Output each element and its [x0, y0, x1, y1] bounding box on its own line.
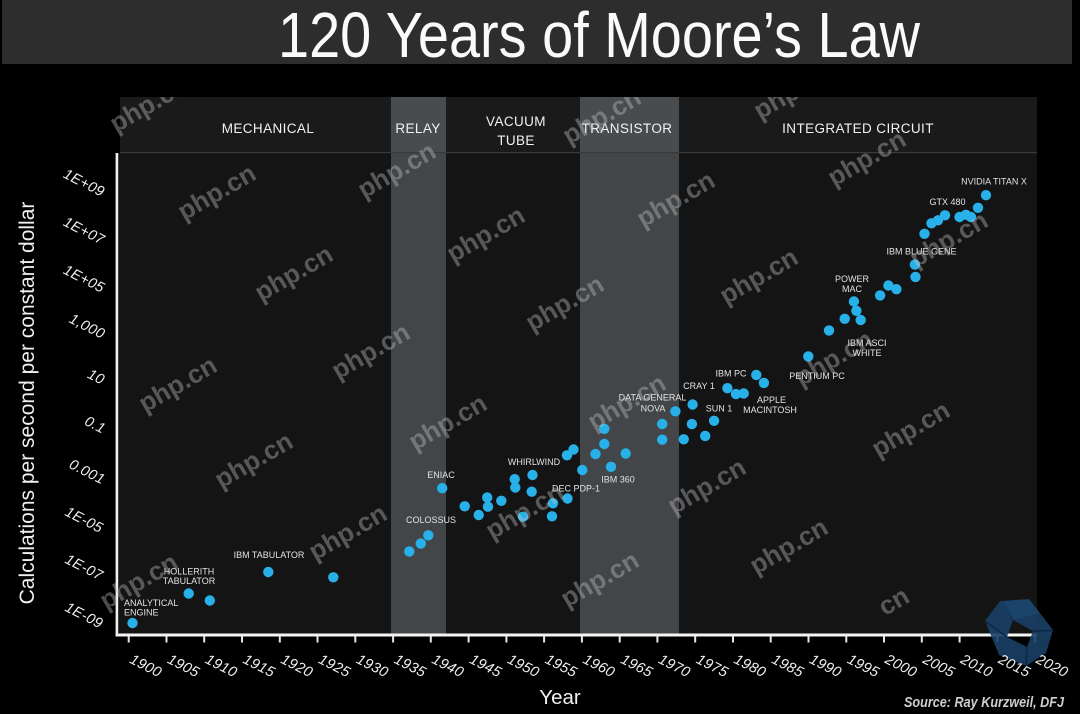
svg-text:1955: 1955: [542, 652, 580, 682]
svg-text:1970: 1970: [656, 652, 693, 681]
svg-text:2005: 2005: [919, 651, 958, 681]
svg-text:GTX 480: GTX 480: [929, 197, 965, 207]
svg-text:1980: 1980: [731, 652, 768, 681]
svg-text:IBM 360: IBM 360: [601, 475, 635, 485]
svg-text:1,000: 1,000: [66, 311, 107, 342]
svg-text:IBM PC: IBM PC: [715, 368, 747, 378]
svg-text:1950: 1950: [505, 652, 542, 681]
svg-text:1965: 1965: [618, 652, 656, 682]
svg-text:1940: 1940: [429, 652, 466, 681]
svg-text:1905: 1905: [165, 652, 203, 682]
svg-text:COLOSSUS: COLOSSUS: [406, 515, 456, 525]
svg-text:1960: 1960: [580, 652, 617, 681]
svg-text:NOVA: NOVA: [641, 403, 666, 413]
svg-text:MECHANICAL: MECHANICAL: [222, 121, 315, 136]
svg-text:IBM TABULATOR: IBM TABULATOR: [234, 550, 305, 560]
svg-text:SUN 1: SUN 1: [706, 403, 733, 413]
svg-text:DEC PDP-1: DEC PDP-1: [552, 484, 600, 494]
svg-text:RELAY: RELAY: [395, 121, 440, 136]
svg-text:WHIRLWIND: WHIRLWIND: [508, 457, 561, 467]
svg-text:APPLE: APPLE: [757, 395, 786, 405]
svg-text:1E+09: 1E+09: [61, 166, 107, 200]
svg-text:2020: 2020: [1032, 651, 1070, 681]
svg-text:HOLLERITH: HOLLERITH: [164, 567, 215, 577]
svg-text:DATA GENERAL: DATA GENERAL: [619, 392, 687, 402]
svg-text:TABULATOR: TABULATOR: [163, 576, 216, 586]
svg-text:TUBE: TUBE: [497, 133, 535, 148]
svg-text:1990: 1990: [807, 652, 844, 681]
svg-text:INTEGRATED CIRCUIT: INTEGRATED CIRCUIT: [782, 121, 934, 136]
svg-text:MACINTOSH: MACINTOSH: [743, 405, 797, 415]
svg-text:0.1: 0.1: [82, 414, 108, 438]
svg-text:VACUUM: VACUUM: [486, 114, 546, 129]
svg-text:Source: Ray Kurzweil, DFJ: Source: Ray Kurzweil, DFJ: [904, 694, 1065, 711]
svg-text:2000: 2000: [881, 651, 919, 681]
svg-text:1E-07: 1E-07: [62, 552, 106, 585]
svg-text:ENIAC: ENIAC: [427, 470, 455, 480]
svg-text:10: 10: [85, 367, 107, 389]
svg-text:1975: 1975: [693, 652, 731, 682]
svg-text:TRANSISTOR: TRANSISTOR: [582, 121, 673, 136]
svg-text:1900: 1900: [127, 652, 164, 681]
svg-text:PENTIUM PC: PENTIUM PC: [789, 371, 845, 381]
svg-text:1930: 1930: [354, 652, 391, 681]
svg-text:POWER: POWER: [835, 274, 870, 284]
svg-text:CRAY 1: CRAY 1: [683, 381, 715, 391]
svg-text:1945: 1945: [467, 652, 505, 682]
svg-text:120 Years of Moore’s Law: 120 Years of Moore’s Law: [278, 0, 921, 71]
svg-text:Calculations per second per co: Calculations per second per constant dol…: [16, 202, 39, 605]
svg-text:1920: 1920: [278, 652, 315, 681]
svg-text:1E+05: 1E+05: [61, 262, 108, 296]
svg-text:Year: Year: [539, 686, 581, 709]
svg-text:MAC: MAC: [842, 284, 863, 294]
svg-text:1985: 1985: [769, 652, 807, 682]
svg-text:0.001: 0.001: [66, 457, 107, 488]
svg-text:1915: 1915: [240, 652, 278, 682]
svg-text:1E+07: 1E+07: [61, 214, 108, 248]
svg-text:ENGINE: ENGINE: [124, 608, 159, 618]
svg-text:1925: 1925: [316, 652, 354, 682]
svg-text:IBM ASCI: IBM ASCI: [847, 338, 886, 348]
svg-text:2010: 2010: [957, 651, 995, 681]
svg-text:1E-09: 1E-09: [62, 600, 105, 633]
svg-text:IBM BLUE GENE: IBM BLUE GENE: [886, 246, 956, 256]
svg-text:WHITE: WHITE: [853, 348, 882, 358]
svg-text:1935: 1935: [391, 652, 429, 682]
svg-text:NVIDIA TITAN X: NVIDIA TITAN X: [961, 176, 1027, 186]
svg-text:1E-05: 1E-05: [62, 504, 106, 537]
svg-text:ANALYTICAL: ANALYTICAL: [124, 598, 178, 608]
svg-text:1995: 1995: [845, 652, 883, 682]
svg-text:1910: 1910: [202, 652, 239, 681]
